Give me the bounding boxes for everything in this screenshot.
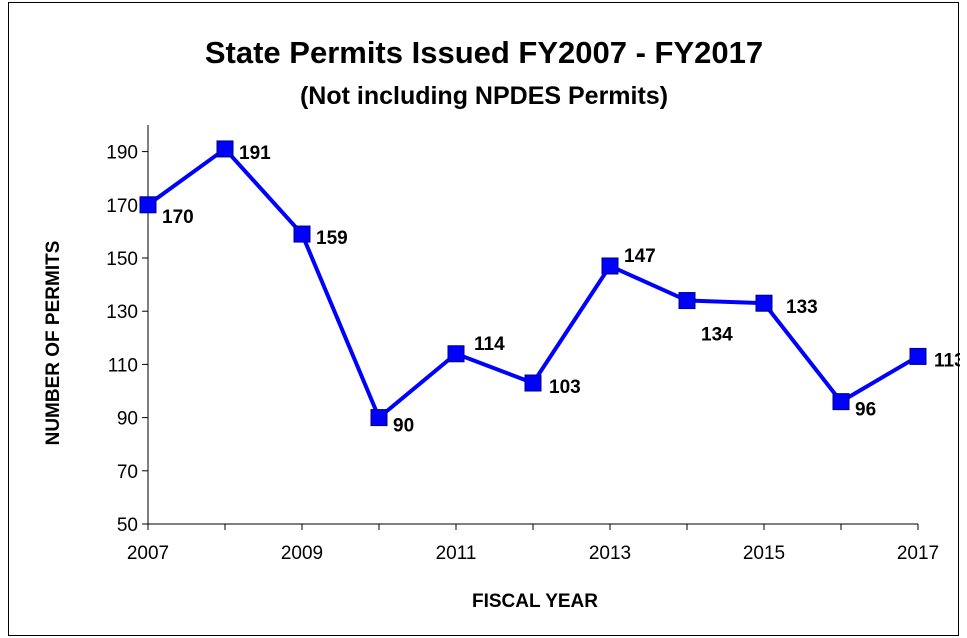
data-label: 147 [624,246,656,267]
data-label: 133 [786,297,818,318]
x-tick-label: 2007 [127,543,169,564]
data-label: 159 [316,228,348,249]
x-tick-label: 2017 [897,543,939,564]
y-axis-title: NUMBER OF PERMITS [43,241,64,446]
y-tick-label: 50 [117,515,138,536]
data-point-marker [755,294,773,312]
y-tick-label: 90 [117,409,138,430]
chart-frame: State Permits Issued FY2007 - FY2017 (No… [8,2,960,636]
y-tick-label: 130 [106,302,138,323]
axes: 50 70 90 110 130 150 170 190 2007 2009 2011 2013 201… [106,125,939,564]
data-labels: 170 191 159 90 114 103 147 134 133 96 113 [162,143,960,437]
data-label: 90 [393,416,414,437]
data-point-marker [293,225,311,243]
data-label: 134 [701,325,733,346]
data-label: 191 [239,143,271,164]
chart-subtitle: (Not including NPDES Permits) [300,82,668,110]
data-point-marker [447,345,465,363]
x-tick-label: 2013 [589,543,631,564]
data-label: 114 [474,334,505,355]
y-tick-label: 70 [117,462,138,483]
y-tick-label: 170 [106,196,138,217]
data-point-marker [370,409,388,427]
line-chart: State Permits Issued FY2007 - FY2017 (No… [43,35,960,612]
x-tick-label: 2009 [281,543,323,564]
data-label: 103 [549,377,581,398]
data-point-marker [909,347,927,365]
data-point-marker [601,257,619,275]
data-point-marker [832,393,850,411]
y-tick-label: 190 [106,143,138,164]
y-tick-label: 110 [108,355,138,376]
x-tick-label: 2015 [743,543,785,564]
x-axis-title: FISCAL YEAR [472,591,598,612]
data-point-marker [216,140,234,158]
data-point-marker [678,292,696,310]
x-tick-label: 2011 [436,543,477,564]
chart-title: State Permits Issued FY2007 - FY2017 [205,35,763,70]
series-permits [139,140,927,427]
y-tick-label: 150 [106,249,138,270]
data-label: 96 [855,400,876,421]
data-label: 170 [162,207,194,228]
data-point-marker [524,374,542,392]
data-point-marker [139,196,157,214]
data-label: 113 [934,350,960,371]
